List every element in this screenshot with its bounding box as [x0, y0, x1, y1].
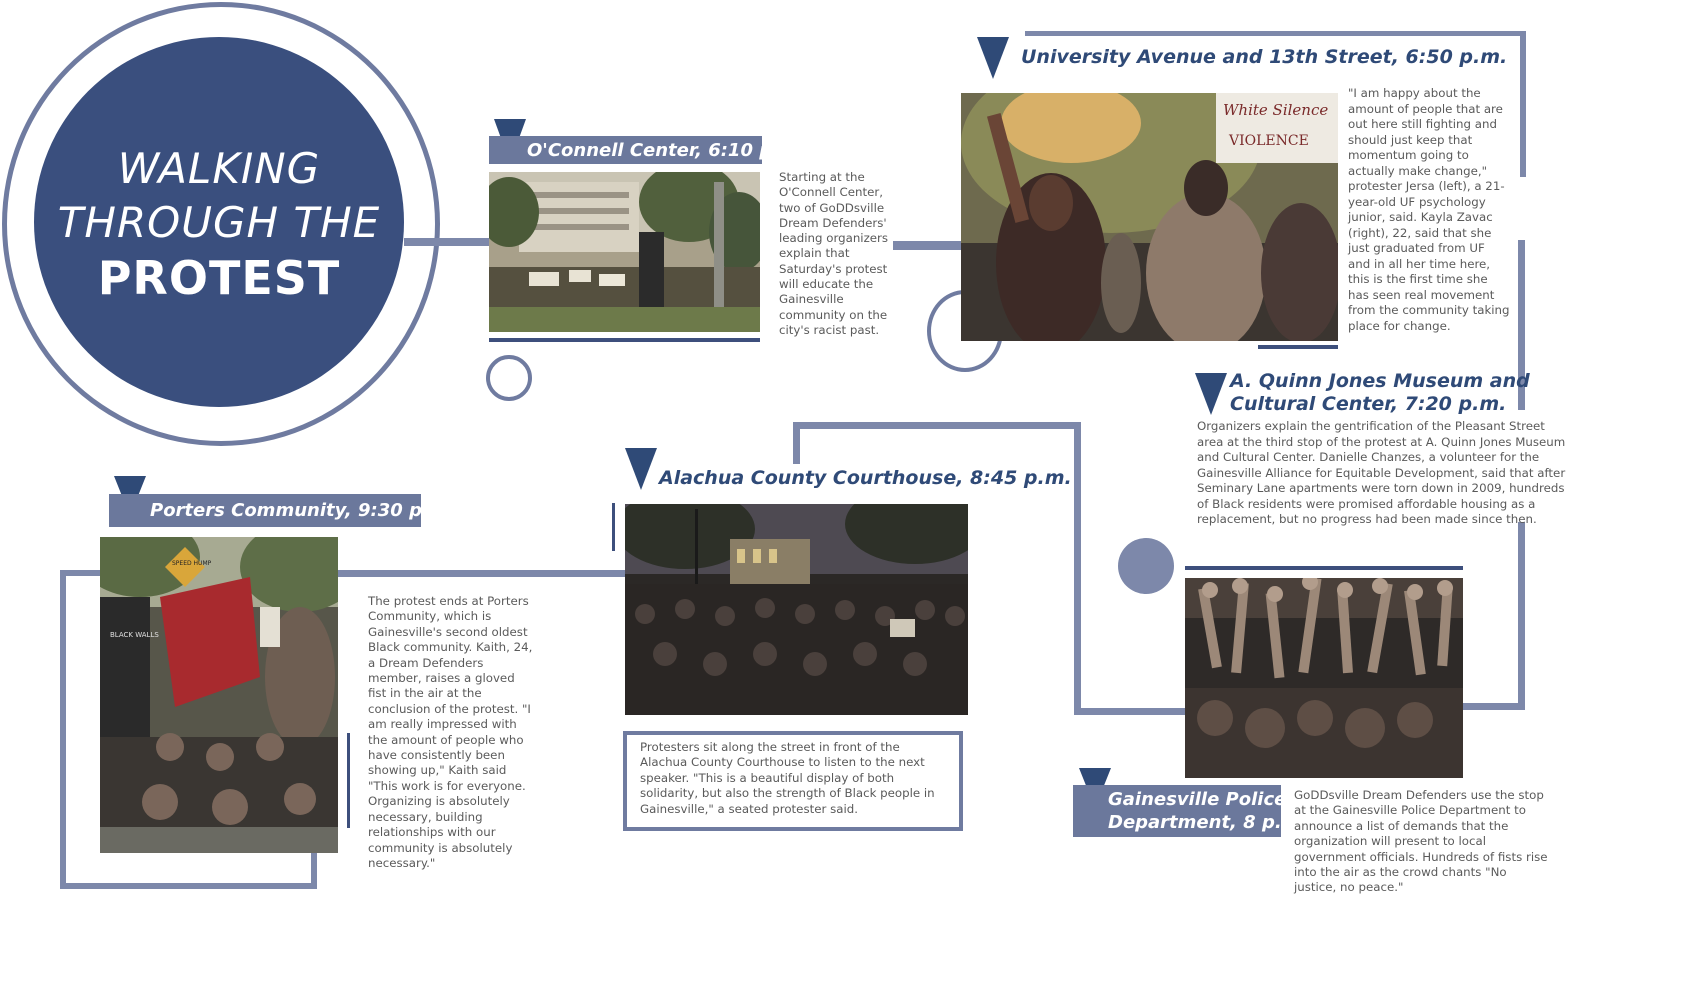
oconnell-heading-bar [489, 136, 762, 164]
courthouse-caption: Protesters sit along the street in front… [640, 740, 935, 816]
quinn-heading-line1: A. Quinn Jones Museum and [1230, 370, 1530, 392]
title-outer-ring [2, 2, 440, 446]
porters-heading-bar [109, 494, 421, 527]
connector-line [404, 238, 489, 246]
police-heading-line1: Gainesville Police [1108, 789, 1287, 810]
connector-line [793, 422, 1080, 429]
decorative-dot [1118, 538, 1174, 594]
university-heading: University Avenue and 13th Street, 6:50 … [1021, 46, 1508, 68]
university-caption: "I am happy about the amount of people t… [1348, 86, 1510, 333]
oconnell-photo [489, 172, 760, 332]
side-rule [612, 503, 615, 551]
university-sign-line2: VIOLENCE [1228, 133, 1309, 149]
title-line-3: PROTEST [97, 251, 341, 305]
connector-line [1074, 422, 1081, 714]
marker-triangle-icon [625, 448, 657, 490]
courthouse-photo [625, 504, 968, 715]
title-circle [34, 37, 404, 407]
marker-triangle-icon [1195, 373, 1227, 415]
connector-line [60, 570, 100, 576]
decorative-ring [486, 355, 532, 401]
title-line-1: WALKING [117, 144, 321, 193]
connector-line [1074, 708, 1186, 715]
connector-line [793, 422, 800, 464]
underline-rule [1185, 566, 1463, 570]
porters-sign-text: SPEED HUMP [172, 560, 212, 567]
connector-line [60, 883, 316, 889]
underline-rule [489, 338, 760, 342]
oconnell-heading: O'Connell Center, 6:10 p.m. [527, 140, 805, 161]
quinn-caption: Organizers explain the gentrification of… [1197, 419, 1566, 526]
police-heading-bar [1073, 785, 1281, 837]
connector-line [311, 850, 317, 889]
oconnell-caption: Starting at the O'Connell Center, two of… [779, 170, 889, 337]
porters-heading: Porters Community, 9:30 p.m. [150, 500, 455, 521]
title-block: WALKING THROUGH THE PROTEST [34, 142, 404, 306]
porters-shirt-text: BLACK WALLS [110, 631, 159, 639]
porters-caption: The protest ends at Porters Community, w… [368, 594, 533, 870]
connector-line [1518, 522, 1525, 708]
marker-triangle-icon [977, 37, 1009, 79]
side-rule [347, 733, 350, 828]
connector-line [1025, 31, 1522, 36]
connector-line [893, 241, 963, 250]
connector-line [1520, 31, 1526, 177]
connector-line [1463, 703, 1525, 710]
connector-line [1518, 240, 1525, 410]
courthouse-caption-box [623, 731, 963, 831]
police-heading-line2: Department, 8 p.m. [1108, 812, 1308, 833]
underline-rule [1258, 345, 1338, 349]
connector-line [60, 570, 66, 888]
university-sign-line1: White Silence [1223, 101, 1328, 119]
title-line-2: THROUGH THE [57, 198, 381, 247]
quinn-heading-line2: Cultural Center, 7:20 p.m. [1230, 393, 1507, 415]
porters-photo: SPEED HUMP BLACK WALLS [100, 537, 338, 853]
connector-line [338, 570, 626, 577]
police-photo [1185, 578, 1463, 778]
courthouse-heading: Alachua County Courthouse, 8:45 p.m. [659, 467, 1072, 489]
police-caption: GoDDsville Dream Defenders use the stop … [1294, 788, 1548, 895]
university-photo: White Silence VIOLENCE [961, 93, 1338, 341]
